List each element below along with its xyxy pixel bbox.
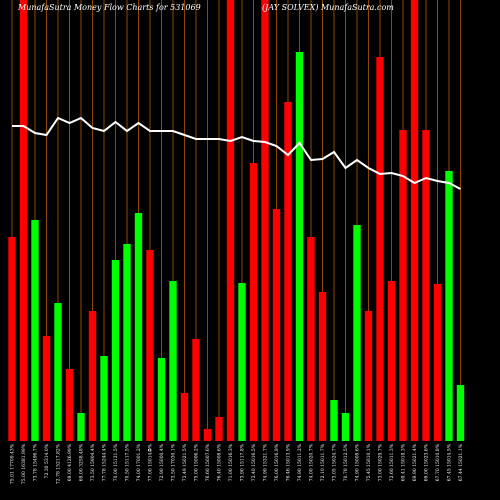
bar (123, 244, 131, 441)
bar (353, 225, 361, 441)
bar (410, 0, 419, 441)
bar (422, 130, 430, 441)
bar (42, 336, 51, 441)
x-tick-label: 70.00 15121.5% (113, 443, 119, 481)
bar (8, 237, 16, 441)
bar (215, 417, 223, 441)
x-tick-label: 72.78 15217.82% (56, 443, 62, 484)
chart-title: MunafaSutra Money Flow Charts for 531069 (17, 3, 201, 12)
x-tick-label: 75.00 15006.2% (194, 443, 200, 481)
x-tick-label: 74.99 15321.7% (263, 443, 269, 481)
bar (54, 303, 62, 441)
x-tick-label: 75.45 15010.1% (366, 443, 372, 481)
bar (192, 339, 200, 441)
bar (238, 283, 246, 441)
bar (295, 52, 304, 441)
x-tick-label: 74.00 15020.7% (309, 443, 315, 481)
bar (249, 163, 258, 441)
x-tick-label: 73.49 15021.5% (182, 443, 188, 481)
x-tick-label: 77.78 15244.4% (102, 443, 108, 481)
bar (111, 260, 120, 441)
x-tick-label: 73.05 15024.7% (332, 443, 338, 481)
bar (100, 356, 108, 441)
x-tick-label: 73.50 17030.1% (171, 443, 177, 481)
x-tick-label: 69.41 15018.3% (401, 443, 407, 481)
bar (364, 311, 373, 441)
bar (31, 220, 39, 441)
x-tick-label: 72.60 15011.3% (389, 443, 395, 481)
bar (134, 213, 143, 441)
x-tick-label: 72.10 15011.7% (320, 443, 326, 481)
bar (456, 385, 465, 441)
x-tick-label: 76.00 15016.9% (274, 443, 280, 481)
bar (180, 393, 189, 441)
bar (88, 311, 97, 441)
bar (433, 284, 442, 441)
x-tick-label: 73.78 15496.7% (33, 443, 39, 481)
x-tick-label: 74.00 17001.2% (136, 443, 142, 481)
x-tick-label: 73.90 15117.8% (240, 443, 246, 481)
bar (169, 281, 177, 441)
x-tick-label: 76.40 15008.6% (217, 443, 223, 481)
x-tick-label: 73.40 15016.5% (251, 443, 257, 481)
x-tick-label: 75.01 17709.43% (10, 443, 16, 484)
x-tick-label: 69.00 4126.99% (67, 443, 73, 481)
x-tick-label: 74.90 15008.6% (355, 443, 361, 481)
bar (203, 429, 212, 441)
bar (445, 171, 453, 441)
x-tick-label: 67.44 15021.1% (458, 443, 464, 481)
x-tick-label: 73.50 15904.4% (90, 443, 96, 481)
x-tick-label: 69.00 3258.48% (79, 443, 85, 481)
bar (399, 130, 407, 441)
bar (330, 400, 338, 441)
bar (318, 292, 327, 441)
bar (65, 369, 74, 441)
x-tick-label: 70.50 15117.5% (125, 443, 131, 481)
bar (341, 413, 350, 441)
x-tick-label: 67.45 15014.5% (447, 443, 453, 481)
x-tick-label: 70.78 15012.5% (343, 443, 349, 481)
x-tick-label: 71.00 15016.3% (228, 443, 234, 481)
plot: 75.01 17709.43% 75.00 16381.99% 73.78 1549… (8, 0, 465, 484)
x-axis-label: 0 (148, 448, 151, 454)
bar (284, 102, 292, 441)
x-tick-label: 76.46 15013.9% (286, 443, 292, 481)
bar (157, 358, 166, 441)
bar (376, 57, 384, 441)
x-tick-label: 76.60 15007.6% (205, 443, 211, 481)
bar (146, 250, 154, 441)
x-tick-label: 72.30 5314.0% (44, 443, 50, 478)
bar (387, 281, 396, 441)
bar (272, 209, 281, 441)
x-tick-label: 69.90 15021.4% (412, 443, 418, 481)
bar (307, 237, 315, 441)
x-tick-label: 75.00 16381.99% (21, 443, 27, 484)
x-tick-label: 74.90 15011.2% (297, 443, 303, 481)
x-tick-label: 72.90 15000.4% (159, 443, 165, 481)
bar (19, 0, 28, 441)
money-flow-line (12, 116, 461, 190)
x-tick-label: 73.00 15029.7% (378, 443, 384, 481)
bar (261, 0, 269, 441)
x-tick-label: 77.00 15014.5% (148, 443, 154, 481)
x-tick-label: 69.00 15023.6% (424, 443, 430, 481)
bar (77, 413, 85, 441)
bar (226, 0, 235, 441)
x-tick-label: 67.70 15010.8% (435, 443, 441, 481)
chart-subtitle: (JAY SOLVEX) MunafaSutra.com (262, 3, 394, 12)
